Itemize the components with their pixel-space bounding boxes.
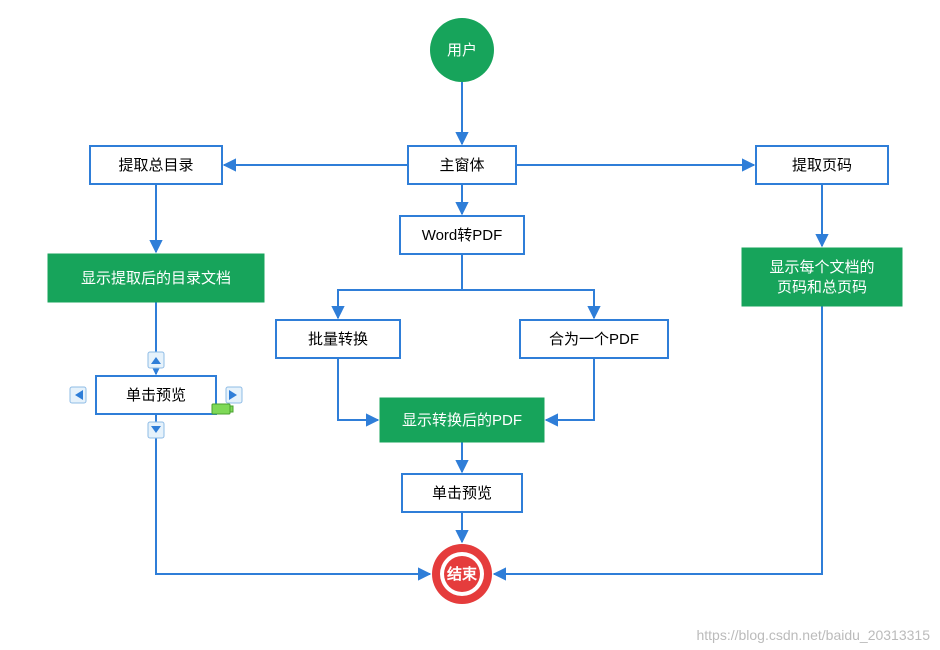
watermark-text: https://blog.csdn.net/baidu_20313315 bbox=[696, 627, 930, 643]
node-extract-page[interactable]: 提取页码 bbox=[756, 146, 888, 184]
node-end[interactable]: 结束 bbox=[432, 544, 492, 604]
node-show-pdf-label: 显示转换后的PDF bbox=[402, 412, 522, 429]
node-extract-toc[interactable]: 提取总目录 bbox=[90, 146, 222, 184]
edge-word2pdf-batch bbox=[338, 254, 462, 318]
node-show-pages[interactable]: 显示每个文档的 页码和总页码 bbox=[742, 248, 902, 306]
node-word2pdf-label: Word转PDF bbox=[422, 227, 503, 244]
node-main-window[interactable]: 主窗体 bbox=[408, 146, 516, 184]
node-batch[interactable]: 批量转换 bbox=[276, 320, 400, 358]
node-preview-mid-label: 单击预览 bbox=[432, 485, 492, 502]
node-show-pdf[interactable]: 显示转换后的PDF bbox=[380, 398, 544, 442]
node-merge[interactable]: 合为一个PDF bbox=[520, 320, 668, 358]
edge-word2pdf-merge bbox=[462, 290, 594, 318]
edge-batch-showpdf bbox=[338, 358, 378, 420]
node-start-label: 用户 bbox=[447, 42, 477, 59]
node-show-toc[interactable]: 显示提取后的目录文档 bbox=[48, 254, 264, 302]
node-preview-left-label: 单击预览 bbox=[126, 387, 186, 404]
battery-icon bbox=[212, 404, 233, 414]
node-main-window-label: 主窗体 bbox=[439, 156, 484, 174]
edge-merge-showpdf bbox=[546, 358, 594, 420]
node-show-toc-label: 显示提取后的目录文档 bbox=[81, 270, 231, 287]
flowchart-canvas: 用户 主窗体 提取总目录 提取页码 Word转PDF 显示提取后的目录文档 显示… bbox=[0, 0, 940, 650]
node-start[interactable]: 用户 bbox=[430, 18, 494, 82]
node-end-label: 结束 bbox=[447, 565, 478, 583]
node-merge-label: 合为一个PDF bbox=[549, 331, 639, 348]
node-show-pages-label-2: 页码和总页码 bbox=[777, 279, 867, 296]
node-preview-left[interactable]: 单击预览 bbox=[70, 352, 242, 438]
node-extract-toc-label: 提取总目录 bbox=[118, 157, 193, 174]
node-preview-mid[interactable]: 单击预览 bbox=[402, 474, 522, 512]
node-batch-label: 批量转换 bbox=[308, 331, 368, 348]
node-show-pages-label-1: 显示每个文档的 bbox=[769, 259, 874, 276]
node-extract-page-label: 提取页码 bbox=[792, 157, 852, 174]
node-word2pdf[interactable]: Word转PDF bbox=[400, 216, 524, 254]
